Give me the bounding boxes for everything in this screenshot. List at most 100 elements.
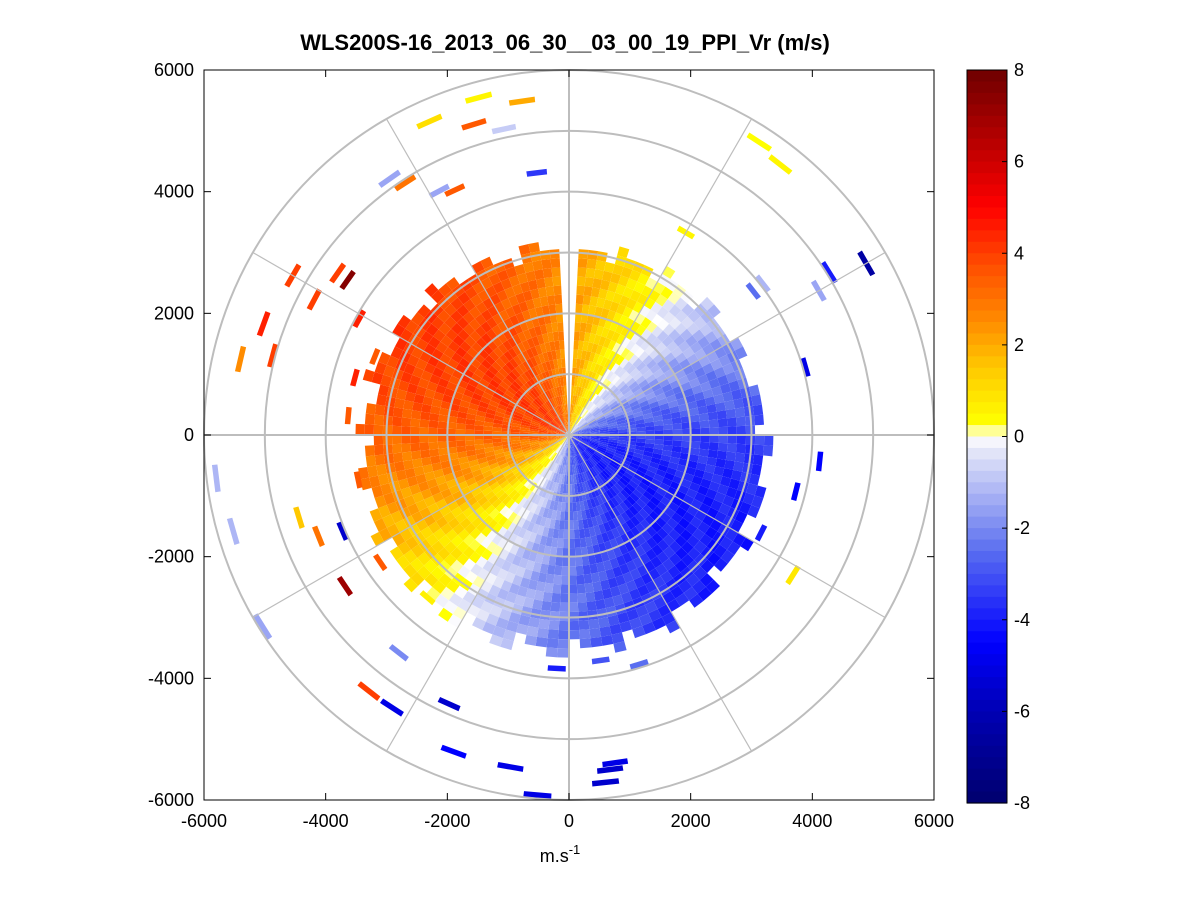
velocity-cell [521, 419, 531, 425]
velocity-cell [578, 396, 584, 407]
velocity-cell [440, 335, 453, 348]
velocity-cell [603, 410, 613, 417]
velocity-cell [544, 414, 553, 422]
velocity-cell [572, 436, 581, 441]
velocity-cell [515, 546, 526, 558]
velocity-cell [598, 288, 608, 300]
velocity-cell [555, 349, 561, 360]
velocity-cell [650, 301, 663, 314]
velocity-cell [674, 490, 687, 501]
colorbar-swatch [967, 207, 1007, 220]
scattered-return [596, 765, 624, 774]
velocity-cell [557, 405, 563, 415]
velocity-cell [675, 547, 688, 560]
velocity-cell [515, 455, 526, 462]
velocity-cell [571, 447, 575, 457]
velocity-cell [398, 380, 410, 392]
velocity-cell [542, 268, 553, 279]
velocity-cell [625, 519, 636, 530]
velocity-cell [660, 408, 671, 416]
velocity-cell [457, 291, 471, 305]
velocity-cell [577, 406, 584, 416]
velocity-cell [538, 439, 548, 444]
velocity-cell [389, 546, 404, 561]
velocity-cell [698, 413, 709, 422]
velocity-cell [620, 511, 631, 523]
velocity-cell [733, 461, 744, 472]
velocity-cell [529, 458, 538, 467]
velocity-cell [623, 374, 633, 384]
velocity-cell [635, 423, 646, 428]
velocity-cell [699, 420, 710, 429]
velocity-cell [688, 407, 699, 416]
velocity-cell [386, 523, 400, 538]
velocity-cell [544, 448, 553, 456]
velocity-cell [507, 522, 517, 533]
colorbar-swatch [967, 516, 1007, 529]
velocity-cell [577, 444, 585, 452]
velocity-cell [700, 381, 712, 392]
velocity-cell [608, 487, 618, 498]
velocity-cell [590, 572, 601, 583]
velocity-cell [675, 310, 688, 323]
velocity-cell [456, 304, 470, 318]
velocity-cell [628, 309, 640, 322]
colorbar-swatch [967, 184, 1007, 197]
velocity-cell [713, 393, 725, 404]
scattered-return [353, 471, 363, 489]
colorbar-swatch [967, 470, 1007, 483]
velocity-cell [672, 440, 682, 447]
velocity-cell [533, 449, 543, 456]
velocity-cell [640, 541, 652, 553]
velocity-cell [455, 363, 467, 374]
velocity-cell [355, 423, 365, 435]
velocity-cell [577, 601, 588, 612]
velocity-cell [430, 405, 441, 415]
velocity-cell [391, 323, 406, 338]
velocity-cell [683, 472, 694, 483]
velocity-cell [525, 410, 535, 417]
velocity-cell [525, 270, 536, 282]
velocity-cell [437, 441, 448, 449]
velocity-cell [419, 442, 430, 451]
scattered-return [591, 778, 620, 787]
velocity-cell [437, 421, 448, 429]
velocity-cell [422, 396, 434, 406]
velocity-cell [558, 437, 567, 444]
velocity-cell [461, 394, 472, 403]
velocity-cell [645, 548, 657, 561]
velocity-cell [611, 457, 622, 465]
velocity-cell [632, 556, 644, 569]
velocity-cell [474, 435, 484, 440]
velocity-cell [496, 407, 506, 415]
velocity-cell [649, 461, 660, 470]
velocity-cell [607, 350, 617, 361]
velocity-cell [457, 329, 470, 341]
velocity-cell [689, 482, 701, 493]
velocity-cell [547, 527, 555, 538]
velocity-cell [666, 340, 679, 353]
colorbar-swatch [967, 299, 1007, 312]
scattered-return [234, 345, 247, 373]
velocity-cell [619, 477, 629, 487]
velocity-cell [690, 498, 703, 510]
velocity-cell [485, 412, 495, 420]
velocity-cell [424, 471, 436, 482]
velocity-cell [580, 509, 587, 520]
scattered-returns [211, 91, 876, 799]
velocity-cell [616, 525, 626, 536]
velocity-cell [457, 411, 468, 419]
velocity-cell [704, 330, 718, 344]
velocity-cell [464, 429, 475, 435]
velocity-cell [521, 519, 531, 531]
velocity-cell [655, 469, 667, 478]
velocity-cell [547, 431, 557, 434]
velocity-cell [682, 364, 695, 376]
velocity-cell [636, 498, 647, 509]
velocity-cell [555, 556, 563, 567]
velocity-cell [711, 385, 723, 397]
velocity-cell [547, 461, 554, 470]
velocity-cell [574, 322, 581, 332]
velocity-cell [702, 388, 714, 399]
velocity-cell [456, 417, 467, 425]
